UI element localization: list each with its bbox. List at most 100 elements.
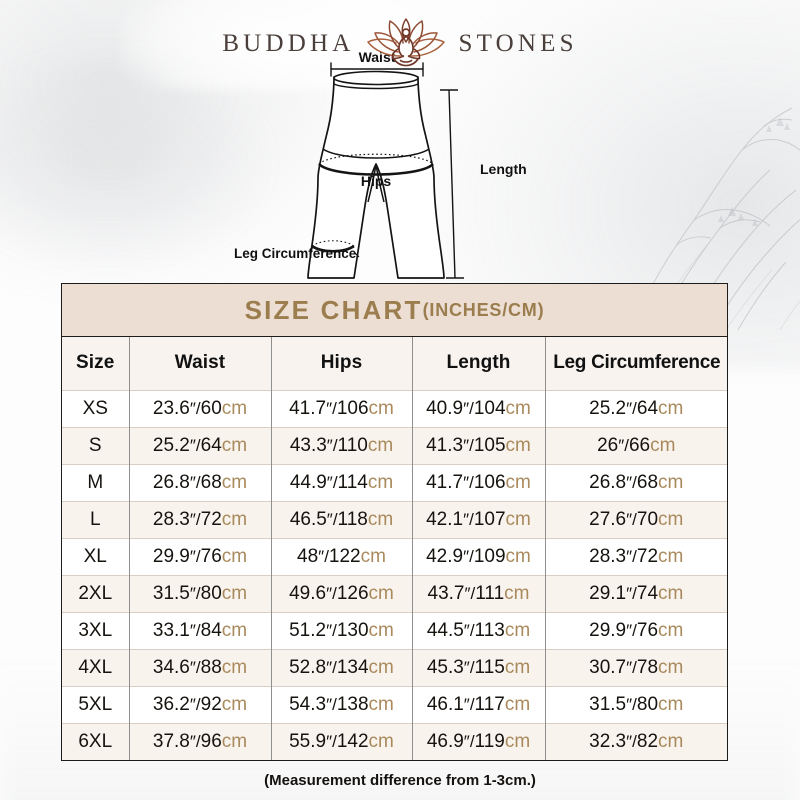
- value-centimeters: 88: [200, 656, 222, 678]
- value-centimeters: 74: [636, 582, 659, 604]
- unit-cm-label: cm: [368, 693, 394, 715]
- value-centimeters: 84: [200, 619, 222, 641]
- cell-waist: 36.2″/92cm: [128, 685, 271, 723]
- cell-waist: 25.2″/64cm: [128, 426, 271, 464]
- unit-cm-label: cm: [221, 619, 248, 641]
- value-centimeters: 80: [200, 582, 222, 604]
- inch-mark: ″/: [326, 657, 337, 677]
- cell-leg-circumference: 31.5″/80cm: [544, 685, 727, 723]
- value-inches: 51.2: [289, 619, 327, 641]
- cell-size: 2XL: [62, 574, 129, 612]
- unit-cm-label: cm: [504, 656, 531, 678]
- unit-cm-label: cm: [221, 582, 248, 604]
- column-header-length: Length: [411, 337, 545, 390]
- inch-mark: ″/: [189, 472, 201, 492]
- cell-length: 40.9″/104cm: [411, 389, 545, 427]
- unit-cm-label: cm: [650, 434, 676, 456]
- value-inches: 52.8: [289, 656, 327, 678]
- value-centimeters: 113: [474, 619, 505, 641]
- inch-mark: ″/: [463, 731, 475, 751]
- unit-cm-label: cm: [221, 656, 248, 678]
- value-centimeters: 60: [200, 397, 222, 419]
- unit-cm-label: cm: [367, 508, 394, 530]
- value-inches: 44.9: [289, 471, 327, 493]
- column-header-waist: Waist: [128, 337, 271, 390]
- value-centimeters: 119: [474, 730, 505, 752]
- inch-mark: ″/: [326, 731, 337, 751]
- inch-mark: ″/: [463, 472, 474, 492]
- unit-cm-label: cm: [504, 619, 531, 641]
- table-body: XS 23.6″/60cm 41.7″/106cm 40.9″/104cm 25.2″/…: [62, 389, 727, 760]
- unit-cm-label: cm: [221, 730, 248, 752]
- inch-mark: ″/: [189, 398, 201, 418]
- unit-cm-label: cm: [221, 508, 248, 530]
- value-inches: 30.7: [589, 656, 627, 678]
- size-chart-title: SIZE CHART: [244, 294, 423, 325]
- cell-hips: 48″/122cm: [270, 537, 412, 575]
- unit-cm-label: cm: [221, 471, 248, 493]
- cell-waist: 33.1″/84cm: [128, 611, 271, 649]
- cell-size: XL: [62, 537, 129, 575]
- cell-waist: 26.8″/68cm: [128, 463, 271, 501]
- unit-cm-label: cm: [504, 693, 531, 715]
- inch-mark: ″/: [326, 694, 337, 714]
- inch-mark: ″/: [326, 398, 337, 418]
- value-centimeters: 76: [200, 545, 222, 567]
- value-centimeters: 122: [328, 545, 361, 567]
- table-row: 3XL 33.1″/84cm 51.2″/130cm 44.5″/113cm 29.9″…: [62, 611, 727, 649]
- value-inches: 25.2: [152, 434, 190, 456]
- unit-cm-label: cm: [368, 619, 394, 641]
- value-centimeters: 117: [474, 693, 505, 715]
- cell-size: XS: [62, 389, 129, 427]
- column-header-leg-circumference: Leg Circumference: [544, 337, 727, 390]
- value-centimeters: 66: [628, 434, 651, 456]
- cell-length: 45.3″/115cm: [411, 648, 545, 686]
- cell-size: 4XL: [62, 648, 129, 686]
- cell-waist: 28.3″/72cm: [128, 500, 271, 538]
- unit-cm-label: cm: [658, 730, 684, 752]
- cell-waist: 29.9″/76cm: [128, 537, 271, 575]
- value-centimeters: 134: [336, 656, 369, 678]
- brand-header: BUDDHA: [0, 16, 800, 72]
- inch-mark: ″/: [463, 435, 474, 455]
- cell-hips: 41.7″/106cm: [270, 389, 412, 427]
- inch-mark: ″/: [626, 509, 637, 529]
- unit-cm-label: cm: [504, 582, 530, 604]
- cell-hips: 54.3″/138cm: [270, 685, 412, 723]
- value-centimeters: 138: [336, 693, 369, 715]
- value-centimeters: 104: [473, 397, 506, 419]
- inch-mark: ″/: [626, 620, 637, 640]
- value-centimeters: 72: [636, 545, 659, 567]
- cell-leg-circumference: 27.6″/70cm: [544, 500, 727, 538]
- cell-leg-circumference: 32.3″/82cm: [544, 722, 727, 760]
- table-row: S 25.2″/64cm 43.3″/110cm 41.3″/105cm 26″/66c…: [62, 426, 727, 464]
- inch-mark: ″/: [326, 583, 337, 603]
- cell-size: 3XL: [62, 611, 129, 649]
- inch-mark: ″/: [326, 620, 337, 640]
- unit-cm-label: cm: [368, 730, 394, 752]
- unit-cm-label: cm: [658, 656, 684, 678]
- cell-length: 42.1″/107cm: [411, 500, 545, 538]
- inch-mark: ″/: [626, 731, 637, 751]
- cell-length: 42.9″/109cm: [411, 537, 545, 575]
- unit-cm-label: cm: [658, 471, 684, 493]
- value-centimeters: 106: [473, 471, 506, 493]
- value-inches: 42.1: [426, 508, 464, 530]
- cell-leg-circumference: 26″/66cm: [544, 426, 727, 464]
- inch-mark: ″/: [626, 398, 637, 418]
- value-centimeters: 68: [636, 471, 659, 493]
- cell-size: 5XL: [62, 685, 129, 723]
- leggings-diagram-svg: Waist Hips Leg Circumference: [234, 52, 527, 279]
- value-inches: 27.6: [589, 508, 627, 530]
- value-centimeters: 142: [336, 730, 369, 752]
- inch-mark: ″/: [626, 583, 637, 603]
- unit-cm-label: cm: [658, 397, 684, 419]
- table-header: Size Waist Hips Length Leg Circumference: [62, 337, 727, 390]
- value-inches: 33.1: [152, 619, 190, 641]
- unit-cm-label: cm: [368, 656, 394, 678]
- inch-mark: ″/: [326, 509, 338, 529]
- brand-word-right: STONES: [458, 30, 578, 57]
- value-inches: 41.7: [426, 471, 464, 493]
- value-inches: 55.9: [289, 730, 327, 752]
- value-centimeters: 114: [337, 471, 368, 493]
